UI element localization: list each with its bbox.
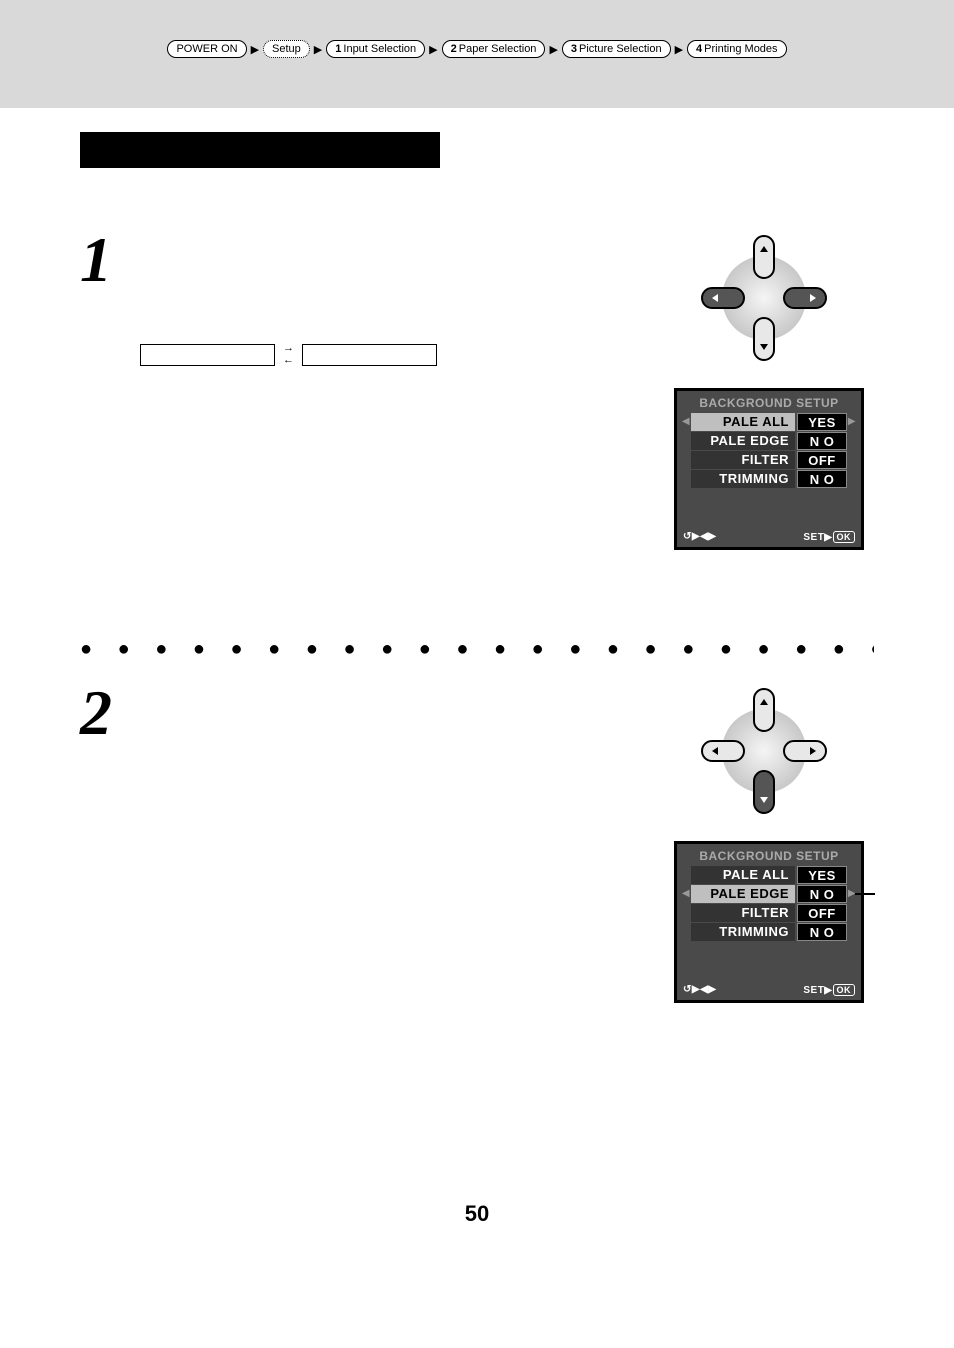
crumb-label: Picture Selection [579, 43, 662, 55]
screen-row: TRIMMINGN O [681, 923, 857, 941]
row-value: N O [797, 432, 847, 450]
row-right-arrow-icon [847, 432, 857, 450]
row-value: N O [797, 885, 847, 903]
dpad-down-icon [694, 681, 834, 826]
screen-row: FILTEROFF [681, 451, 857, 469]
section-heading-bar [80, 132, 440, 168]
step-body: BACKGROUND SETUP PALE ALLYES◀PALE EDGEN … [140, 681, 874, 1041]
crumb-num: 3 [571, 43, 577, 55]
screen-footer: ↺▶◀▶ SET▶OK [681, 529, 857, 543]
dpad-left-right-icon [694, 228, 834, 373]
row-right-arrow-icon [847, 923, 857, 941]
row-right-arrow-icon: ▶ [847, 413, 857, 431]
bidirectional-arrows-icon: → ← [283, 343, 294, 366]
row-right-arrow-icon [847, 904, 857, 922]
screen-title: BACKGROUND SETUP [681, 848, 857, 866]
screen-row: FILTEROFF [681, 904, 857, 922]
option-box-left [140, 344, 275, 366]
step-number: 1 [80, 228, 140, 588]
crumb-num: 2 [451, 43, 457, 55]
footer-left: ↺▶◀▶ [683, 984, 716, 996]
row-value: N O [797, 470, 847, 488]
crumb-separator: ▶ [549, 43, 557, 56]
dotted-divider: ● ● ● ● ● ● ● ● ● ● ● ● ● ● ● ● ● ● ● ● … [80, 638, 874, 661]
crumb-separator: ▶ [314, 43, 322, 56]
row-left-arrow-icon [681, 923, 691, 941]
row-left-arrow-icon: ◀ [681, 413, 691, 431]
header-band: POWER ON ▶ Setup ▶ 1Input Selection ▶ 2P… [0, 0, 954, 108]
screen-row: PALE EDGEN O [681, 432, 857, 450]
screen-panel-2: BACKGROUND SETUP PALE ALLYES◀PALE EDGEN … [674, 841, 864, 1003]
step-body: → ← [140, 228, 874, 588]
screen-title: BACKGROUND SETUP [681, 395, 857, 413]
footer-left: ↺▶◀▶ [683, 531, 716, 543]
breadcrumb: POWER ON ▶ Setup ▶ 1Input Selection ▶ 2P… [0, 40, 954, 58]
footer-right: SET▶OK [803, 531, 855, 543]
crumb-separator: ▶ [675, 43, 683, 56]
crumb-label: Printing Modes [704, 43, 777, 55]
row-label: PALE ALL [691, 413, 795, 431]
step-1: 1 → ← [80, 228, 874, 588]
row-right-arrow-icon [847, 451, 857, 469]
crumb-label: POWER ON [176, 43, 237, 55]
row-left-arrow-icon [681, 866, 691, 884]
screen-row: TRIMMINGN O [681, 470, 857, 488]
row-left-arrow-icon [681, 451, 691, 469]
screen-footer: ↺▶◀▶ SET▶OK [681, 982, 857, 996]
row-left-arrow-icon [681, 432, 691, 450]
page-content: 1 → ← [0, 132, 954, 1267]
screen-row: ◀PALE ALLYES▶ [681, 413, 857, 431]
crumb-label: Setup [272, 43, 301, 55]
option-box-right [302, 344, 437, 366]
row-right-arrow-icon [847, 470, 857, 488]
crumb-power-on: POWER ON [167, 40, 246, 58]
arrow-left-icon: ← [283, 355, 294, 366]
crumb-printing-modes: 4Printing Modes [687, 40, 787, 58]
row-value: N O [797, 923, 847, 941]
crumb-separator: ▶ [251, 43, 259, 56]
row-label: PALE ALL [691, 866, 795, 884]
crumb-setup: Setup [263, 40, 310, 58]
row-value: YES [797, 866, 847, 884]
crumb-label: Input Selection [343, 43, 416, 55]
row-value: YES [797, 413, 847, 431]
crumb-label: Paper Selection [459, 43, 537, 55]
arrow-right-icon: → [283, 343, 294, 354]
row-label: FILTER [691, 904, 795, 922]
crumb-input-selection: 1Input Selection [326, 40, 425, 58]
step-number: 2 [80, 681, 140, 1041]
row-left-arrow-icon: ◀ [681, 885, 691, 903]
step-2: 2 [80, 681, 874, 1041]
screen-panel-1: BACKGROUND SETUP ◀PALE ALLYES▶PALE EDGEN… [674, 388, 864, 550]
screen-row: PALE ALLYES [681, 866, 857, 884]
callout-line-icon [855, 893, 875, 895]
crumb-picture-selection: 3Picture Selection [562, 40, 671, 58]
row-label: FILTER [691, 451, 795, 469]
row-left-arrow-icon [681, 470, 691, 488]
page-number: 50 [80, 1201, 874, 1267]
row-value: OFF [797, 904, 847, 922]
row-label: PALE EDGE [691, 885, 795, 903]
row-label: TRIMMING [691, 923, 795, 941]
row-left-arrow-icon [681, 904, 691, 922]
crumb-num: 1 [335, 43, 341, 55]
row-label: TRIMMING [691, 470, 795, 488]
row-right-arrow-icon [847, 866, 857, 884]
crumb-num: 4 [696, 43, 702, 55]
footer-right: SET▶OK [803, 984, 855, 996]
row-value: OFF [797, 451, 847, 469]
crumb-separator: ▶ [429, 43, 437, 56]
crumb-paper-selection: 2Paper Selection [442, 40, 546, 58]
row-label: PALE EDGE [691, 432, 795, 450]
screen-row: ◀PALE EDGEN O▶ [681, 885, 857, 903]
